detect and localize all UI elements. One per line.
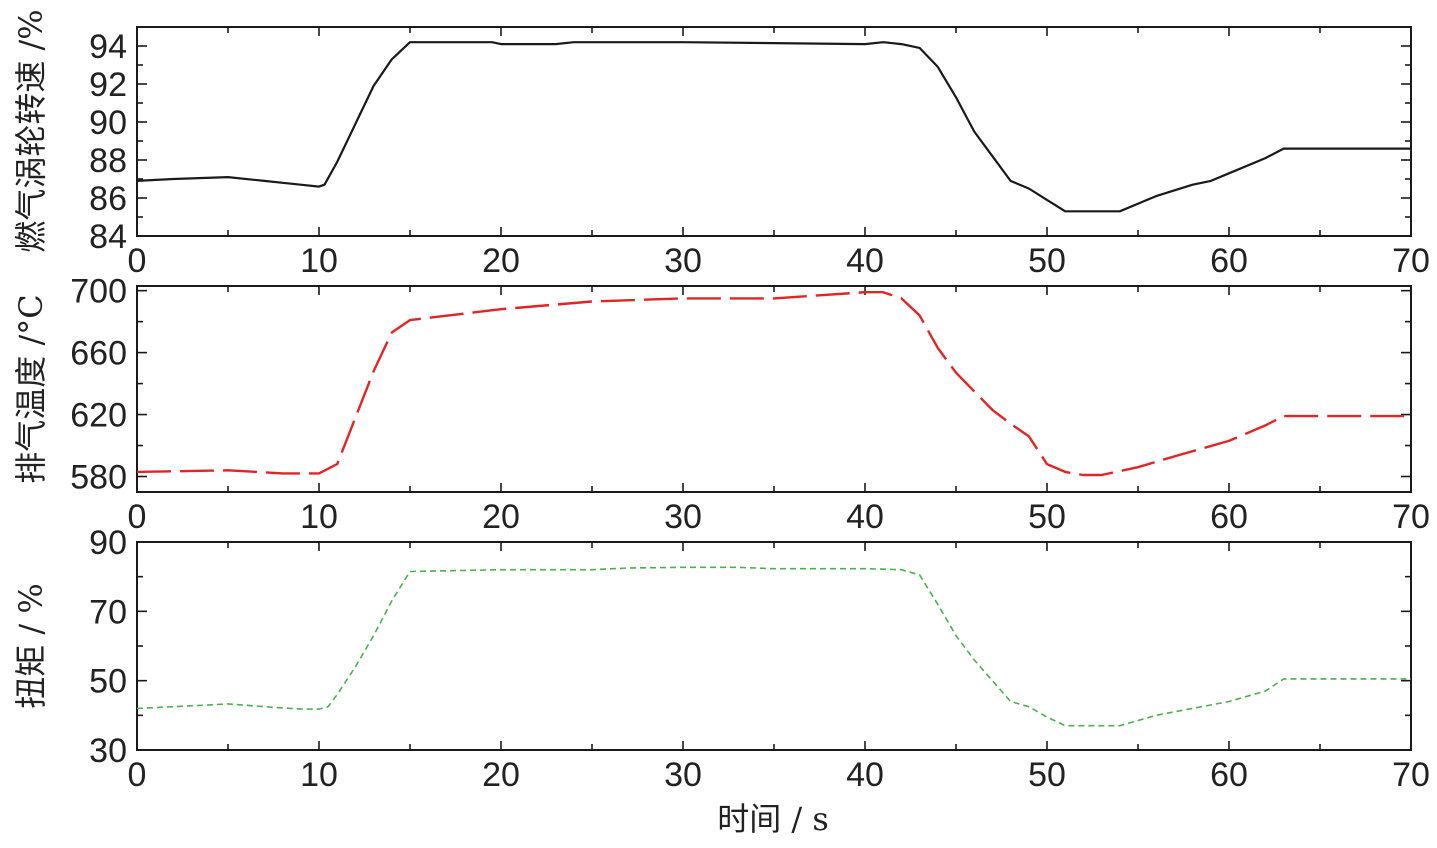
x-tick-label: 70: [1392, 498, 1430, 536]
y-tick-label: 84: [89, 218, 127, 256]
series-line-1: [136, 41, 1411, 213]
y-tick-label: 70: [89, 593, 127, 631]
y-axis-title: 扭矩 / %: [12, 583, 50, 709]
x-tick-label: 10: [300, 756, 338, 794]
x-tick-label: 0: [128, 756, 147, 794]
x-tick-label: 40: [846, 756, 884, 794]
y-tick-label: 700: [70, 273, 127, 311]
x-tick-label: 60: [1210, 756, 1248, 794]
x-tick-label: 0: [128, 242, 147, 280]
x-axis-title: 时间 / s: [717, 800, 829, 838]
y-tick-label: 50: [89, 663, 127, 701]
x-tick-label: 50: [1028, 756, 1066, 794]
x-tick-label: 20: [482, 498, 520, 536]
chart-panel-3: 0 10 20 30 40 50 60 70 30 50 70 90 扭矩 / %: [12, 524, 1430, 794]
x-tick-label: 10: [300, 498, 338, 536]
y-tick-label: 620: [70, 397, 127, 435]
x-tick-label: 20: [482, 242, 520, 280]
x-tick-label: 50: [1028, 242, 1066, 280]
series-line-1: [136, 291, 1411, 477]
y-axis-title: 燃气涡轮转速 /%: [12, 9, 50, 252]
y-tick-label: 580: [70, 459, 127, 497]
y-axis-title: 排气温度 /°C: [12, 294, 50, 483]
x-tick-label: 20: [482, 756, 520, 794]
y-tick-label: 88: [89, 142, 127, 180]
x-tick-label: 70: [1392, 242, 1430, 280]
x-tick-label: 30: [664, 242, 702, 280]
y-tick-label: 90: [89, 524, 127, 562]
x-tick-label: 50: [1028, 498, 1066, 536]
y-tick-label: 660: [70, 335, 127, 373]
y-tick-label: 92: [89, 66, 127, 104]
x-tick-label: 30: [664, 756, 702, 794]
y-tick-label: 94: [89, 28, 127, 66]
x-tick-label: 40: [846, 242, 884, 280]
x-tick-label: 60: [1210, 498, 1248, 536]
x-tick-label: 30: [664, 498, 702, 536]
x-tick-label: 40: [846, 498, 884, 536]
y-tick-label: 86: [89, 180, 127, 218]
series-line-1: [136, 566, 1411, 727]
y-tick-label: 30: [89, 732, 127, 770]
y-tick-label: 90: [89, 104, 127, 142]
chart-panel-2: 0 10 20 30 40 50 60 70 580 620 660 700 排气温度 /°C: [12, 273, 1430, 536]
x-tick-label: 60: [1210, 242, 1248, 280]
x-tick-label: 70: [1392, 756, 1430, 794]
x-tick-label: 10: [300, 242, 338, 280]
x-tick-label: 0: [128, 498, 147, 536]
